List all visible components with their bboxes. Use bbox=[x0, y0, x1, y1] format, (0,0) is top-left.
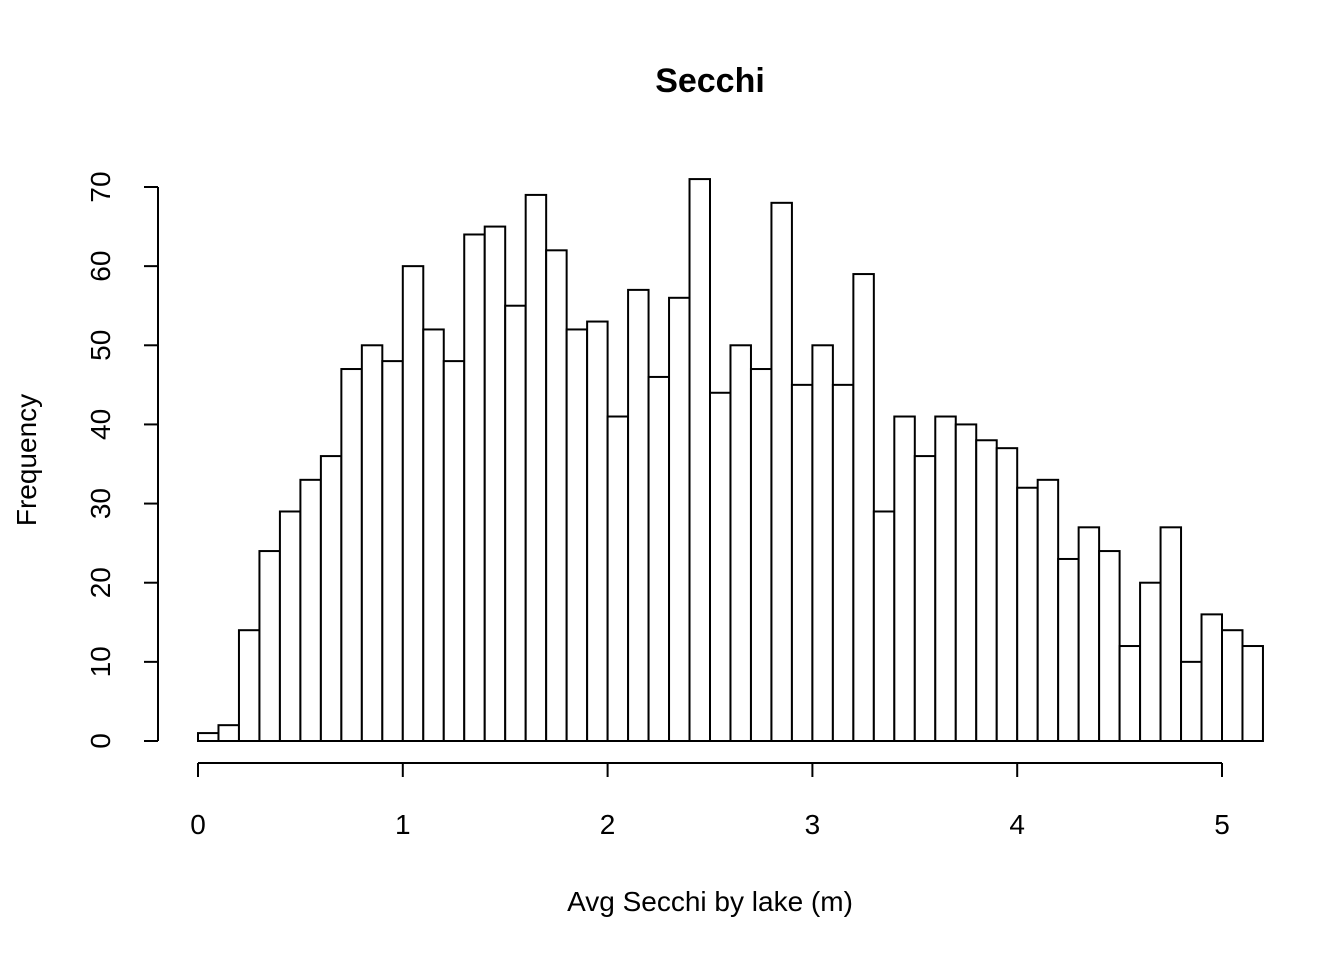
histogram-bar bbox=[524, 193, 548, 742]
histogram-bar bbox=[319, 455, 343, 742]
histogram-bar bbox=[729, 344, 752, 742]
y-tick-label: 0 bbox=[85, 733, 116, 749]
histogram-bar bbox=[197, 732, 220, 742]
x-tick-label: 0 bbox=[190, 809, 206, 840]
histogram-bar bbox=[770, 201, 793, 743]
histogram-bar bbox=[975, 439, 998, 742]
histogram-bar bbox=[1200, 613, 1224, 742]
histogram-bar bbox=[872, 510, 896, 742]
histogram-bar bbox=[360, 344, 384, 742]
x-axis-label: Avg Secchi by lake (m) bbox=[567, 886, 853, 917]
histogram-bar bbox=[401, 265, 425, 742]
histogram-bar bbox=[831, 383, 855, 742]
histogram-bar bbox=[811, 344, 834, 742]
histogram-bar bbox=[545, 249, 568, 742]
histogram-bar bbox=[1098, 550, 1121, 742]
x-axis: 0 1 2 3 4 5 bbox=[190, 762, 1230, 840]
histogram-bar bbox=[278, 510, 302, 742]
y-tick-label: 40 bbox=[85, 409, 116, 440]
y-tick-label: 30 bbox=[85, 488, 116, 519]
bars-group bbox=[197, 178, 1264, 743]
histogram-bar bbox=[852, 273, 875, 742]
x-tick-label: 1 bbox=[395, 809, 411, 840]
histogram-bar bbox=[749, 368, 773, 742]
y-axis-label: Frequency bbox=[11, 394, 42, 526]
histogram-bar bbox=[1221, 629, 1244, 743]
y-tick-label: 70 bbox=[85, 171, 116, 202]
histogram-bar bbox=[442, 360, 466, 742]
histogram-bar bbox=[483, 225, 507, 743]
y-tick-label: 10 bbox=[85, 646, 116, 677]
histogram-bar bbox=[668, 296, 691, 742]
y-axis: 0 10 20 30 40 50 60 70 bbox=[85, 171, 159, 749]
histogram-bar bbox=[504, 304, 527, 742]
histogram-bar bbox=[1180, 660, 1203, 742]
histogram-bar bbox=[586, 320, 609, 742]
histogram-bar bbox=[463, 233, 486, 742]
histogram-bar bbox=[258, 550, 281, 742]
histogram-bar bbox=[1241, 645, 1264, 742]
histogram-bar bbox=[381, 360, 404, 742]
histogram-bar bbox=[1036, 478, 1060, 742]
histogram-bar bbox=[934, 415, 957, 742]
histogram-bar bbox=[1118, 645, 1142, 742]
y-tick-label: 60 bbox=[85, 251, 116, 282]
chart-title: Secchi bbox=[655, 62, 765, 100]
x-tick-label: 5 bbox=[1214, 809, 1230, 840]
histogram-bar bbox=[893, 415, 916, 742]
x-tick-label: 4 bbox=[1009, 809, 1025, 840]
histogram-bar bbox=[913, 455, 937, 742]
histogram-bar bbox=[647, 375, 671, 742]
histogram-bar bbox=[1057, 557, 1080, 742]
x-tick-label: 3 bbox=[805, 809, 821, 840]
histogram-bar bbox=[606, 415, 630, 742]
x-tick-label: 2 bbox=[600, 809, 616, 840]
histogram-bar bbox=[688, 178, 712, 743]
histogram-bar bbox=[790, 383, 814, 742]
histogram-bar bbox=[565, 328, 589, 742]
histogram-bar bbox=[422, 328, 445, 742]
histogram-bar bbox=[1139, 581, 1162, 743]
histogram-bar bbox=[1077, 526, 1101, 742]
histogram-bar bbox=[340, 368, 363, 742]
histogram-bar bbox=[217, 724, 240, 743]
histogram-bar bbox=[237, 629, 261, 743]
histogram-bar bbox=[995, 447, 1019, 742]
y-tick-label: 50 bbox=[85, 330, 116, 361]
histogram-bar bbox=[1159, 526, 1183, 742]
histogram-bar bbox=[954, 423, 978, 742]
y-tick-label: 20 bbox=[85, 567, 116, 598]
histogram-bar bbox=[1016, 486, 1039, 742]
histogram-bar bbox=[627, 288, 650, 742]
histogram-bar bbox=[299, 478, 322, 742]
histogram-bar bbox=[709, 391, 732, 742]
